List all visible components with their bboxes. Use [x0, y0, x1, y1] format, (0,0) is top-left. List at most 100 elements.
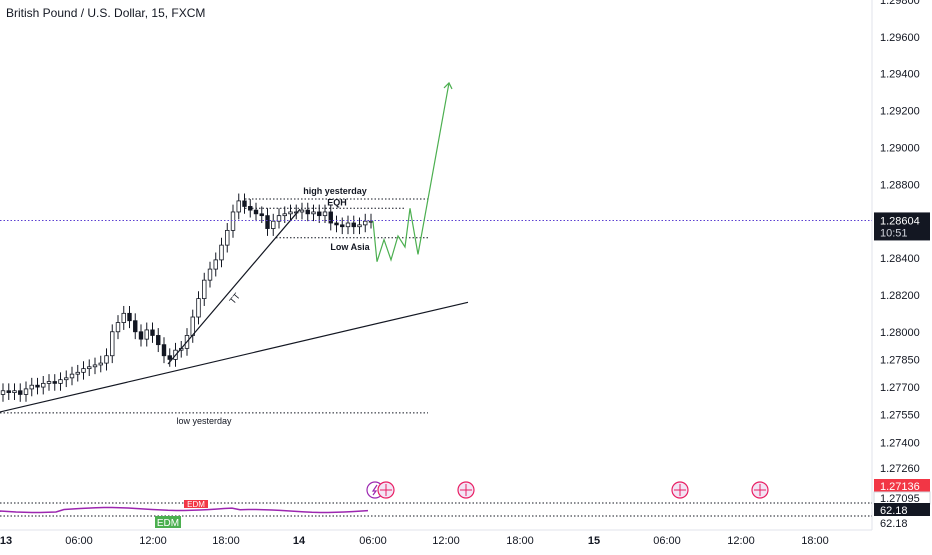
y-tick-label: 1.27260: [880, 463, 920, 475]
candle-body: [46, 381, 52, 384]
y-tick-label: 1.29400: [880, 69, 920, 81]
x-tick-label: 14: [293, 535, 306, 547]
indicator-red-value: 1.27136: [880, 481, 920, 493]
level-label-high-yesterday: high yesterday: [303, 186, 367, 196]
x-tick-label: 18:00: [801, 535, 829, 547]
x-tick-label: 06:00: [653, 535, 681, 547]
long-trendline: [0, 301, 469, 413]
y-tick-label: 1.27550: [880, 410, 920, 422]
candle-body: [110, 331, 115, 357]
x-tick-label: 15: [588, 535, 600, 547]
x-tick-label: 18:00: [506, 535, 534, 547]
indicator-white-value: 1.27095: [880, 493, 920, 505]
candle-body: [368, 220, 374, 223]
candle-body: [259, 213, 264, 217]
candle-body: [317, 211, 322, 217]
candle-body: [236, 200, 241, 213]
x-tick-label: 06:00: [65, 535, 93, 547]
candle-body: [98, 362, 103, 366]
candle-body: [282, 213, 287, 217]
y-tick-label: 1.29000: [880, 142, 920, 154]
candle-body: [92, 364, 98, 368]
candle-body: [230, 211, 236, 231]
current-price-label: 1.28604: [880, 215, 920, 227]
candle-body: [64, 377, 69, 381]
y-tick-label: 1.28400: [880, 253, 920, 265]
candle-body: [334, 222, 339, 226]
candle-body: [75, 371, 80, 375]
y-tick-label: 1.29800: [880, 0, 920, 7]
candle-body: [58, 379, 63, 384]
oscillator-line: [0, 506, 369, 514]
candle-body: [213, 259, 218, 270]
level-label-low-yesterday: low yesterday: [176, 416, 232, 426]
candle-body: [127, 312, 132, 322]
candle-body: [138, 331, 144, 340]
candle-body: [167, 355, 172, 360]
candle-body: [357, 224, 362, 228]
steep-trendline: [167, 208, 301, 365]
candle-body: [288, 211, 293, 215]
candle-body: [219, 244, 224, 261]
projection-path: [372, 82, 450, 262]
candle-body: [207, 268, 213, 281]
x-tick-label: 12:00: [139, 535, 167, 547]
level-label-low-asia: Low Asia: [330, 242, 370, 252]
indicator-dark-badge: [874, 503, 930, 516]
edm-marker-green: [155, 516, 181, 528]
x-tick-label: 12:00: [727, 535, 755, 547]
y-tick-label: 1.27400: [880, 437, 920, 449]
candle-body: [305, 209, 310, 215]
candle-body: [41, 382, 46, 388]
y-tick-label: 1.28800: [880, 179, 920, 191]
indicator-level-value: 62.18: [880, 518, 908, 530]
candle-body: [115, 322, 121, 333]
candle-body: [144, 329, 149, 340]
candle-body: [12, 390, 17, 393]
y-tick-label: 1.27850: [880, 354, 920, 366]
candle-body: [271, 220, 276, 229]
x-tick-label: 12:00: [432, 535, 460, 547]
candle-body: [6, 390, 11, 393]
candle-body: [345, 222, 351, 228]
candle-body: [35, 384, 40, 388]
candle-body: [265, 215, 270, 229]
y-tick-label: 1.28000: [880, 327, 920, 339]
indicator-red-badge: [874, 479, 930, 493]
projection-arrow: [443, 81, 453, 90]
candle-body: [18, 390, 23, 395]
y-tick-label: 1.28200: [880, 290, 920, 302]
candle-body: [23, 388, 29, 395]
y-tick-label: 1.29600: [880, 32, 920, 44]
chart-title: British Pound / U.S. Dollar, 15, FXCM: [6, 6, 206, 20]
candle-body: [351, 222, 356, 228]
candle-body: [81, 368, 86, 373]
x-tick-label: 06:00: [359, 535, 387, 547]
y-tick-label: 1.27700: [880, 382, 920, 394]
candle-body: [202, 279, 207, 299]
y-tick-label: 1.29200: [880, 106, 920, 118]
candle-body: [328, 211, 333, 224]
indicator-dark-value: 62.18: [880, 505, 908, 517]
candle-body: [253, 209, 259, 215]
level-label-eqh: EQH: [327, 197, 347, 207]
x-tick-label: 18:00: [212, 535, 240, 547]
edm-marker-green-label: EDM: [157, 518, 179, 529]
candle-body: [340, 224, 345, 228]
countdown-label: 10:51: [880, 227, 908, 239]
candle-body: [52, 381, 57, 384]
candle-body: [104, 355, 109, 364]
candle-body: [311, 211, 316, 215]
trendline-label: TT: [227, 291, 242, 306]
candle-body: [196, 298, 201, 318]
candle-body: [161, 344, 167, 357]
candle-body: [29, 384, 34, 390]
candle-body: [133, 320, 138, 333]
candle-body: [87, 366, 92, 370]
candle-body: [242, 200, 247, 207]
candle-body: [299, 209, 305, 213]
candle-body: [0, 390, 6, 395]
edm-marker-red: [184, 500, 208, 508]
